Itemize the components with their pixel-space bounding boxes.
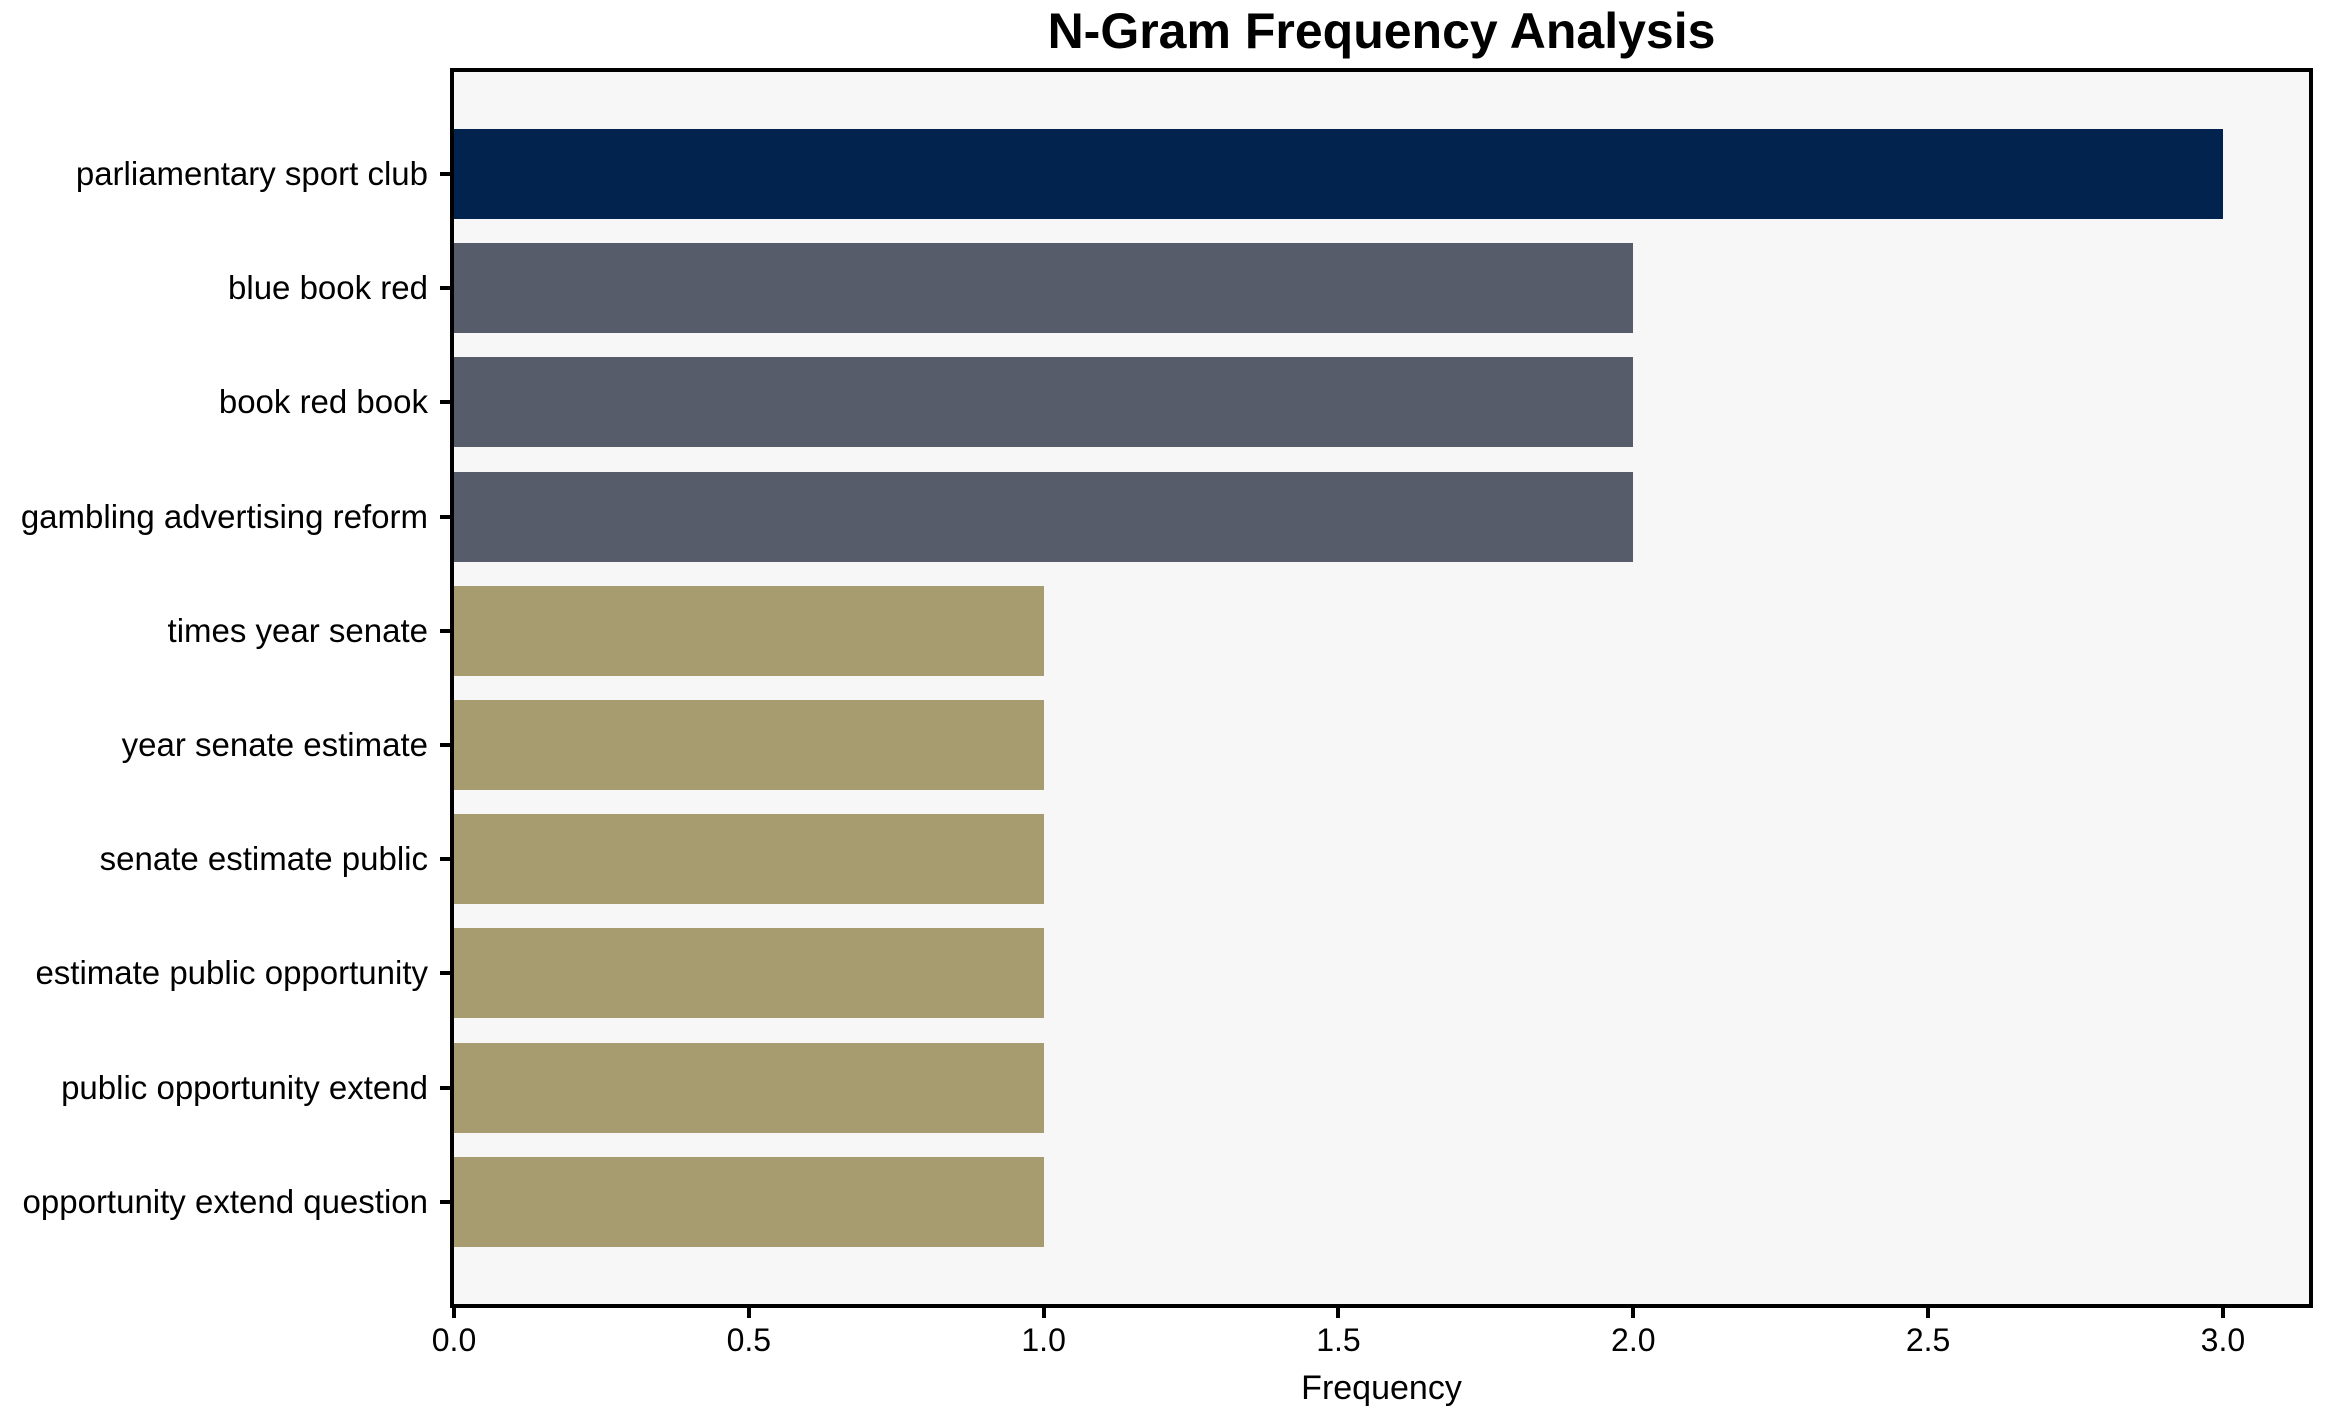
x-tick-label: 1.0: [1021, 1322, 1066, 1358]
x-tick: [452, 1308, 456, 1318]
y-tick: [440, 286, 450, 291]
y-tick: [440, 172, 450, 176]
y-axis-label: parliamentary sport club: [75, 155, 428, 192]
y-axis-label: year senate estimate: [121, 726, 428, 763]
y-axis-label: estimate public opportunity: [35, 954, 428, 992]
y-tick: [440, 400, 450, 405]
y-axis-label: senate estimate public: [99, 840, 428, 878]
y-tick: [440, 514, 450, 519]
bar: [454, 928, 1044, 1019]
x-axis-label: Frequency: [1301, 1369, 1462, 1407]
x-tick: [2220, 1308, 2225, 1318]
x-tick: [746, 1308, 751, 1318]
bar: [454, 814, 1044, 905]
plot-area: Frequency parliamentary sport club blue b…: [21, 68, 2313, 1407]
y-axis-label: gambling advertising reform: [20, 497, 428, 535]
y-axis-label: opportunity extend question: [22, 1182, 428, 1220]
x-tick-label: 3.0: [2200, 1322, 2246, 1358]
y-axis-label: blue book red: [228, 269, 428, 307]
x-tick: [1336, 1308, 1341, 1318]
x-tick-label: 1.5: [1316, 1322, 1361, 1358]
y-tick: [440, 743, 450, 747]
x-tick: [1041, 1308, 1046, 1318]
y-axis-label: book red book: [218, 383, 428, 421]
bar: [454, 129, 2223, 219]
x-tick-label: 0.5: [726, 1322, 772, 1358]
y-tick: [440, 628, 450, 633]
x-tick-label: 2.5: [1905, 1322, 1951, 1358]
y-tick: [440, 857, 450, 862]
y-axis-label: times year senate: [167, 611, 428, 649]
chart-title: N-Gram Frequency Analysis: [1047, 3, 1716, 59]
y-tick: [440, 971, 450, 976]
x-tick: [1631, 1308, 1636, 1318]
bar: [454, 1156, 1044, 1247]
bar: [454, 471, 1634, 562]
y-tick: [440, 1199, 450, 1204]
x-tick: [1926, 1308, 1931, 1318]
bar: [454, 357, 1634, 448]
x-tick-label: 2.0: [1611, 1322, 1656, 1358]
bar: [454, 243, 1634, 334]
bar: [454, 585, 1044, 676]
bar: [454, 700, 1044, 790]
y-tick: [440, 1085, 450, 1090]
x-tick-label: 0.0: [431, 1322, 477, 1358]
bar: [454, 1042, 1044, 1133]
y-axis-label: public opportunity extend: [61, 1068, 428, 1106]
